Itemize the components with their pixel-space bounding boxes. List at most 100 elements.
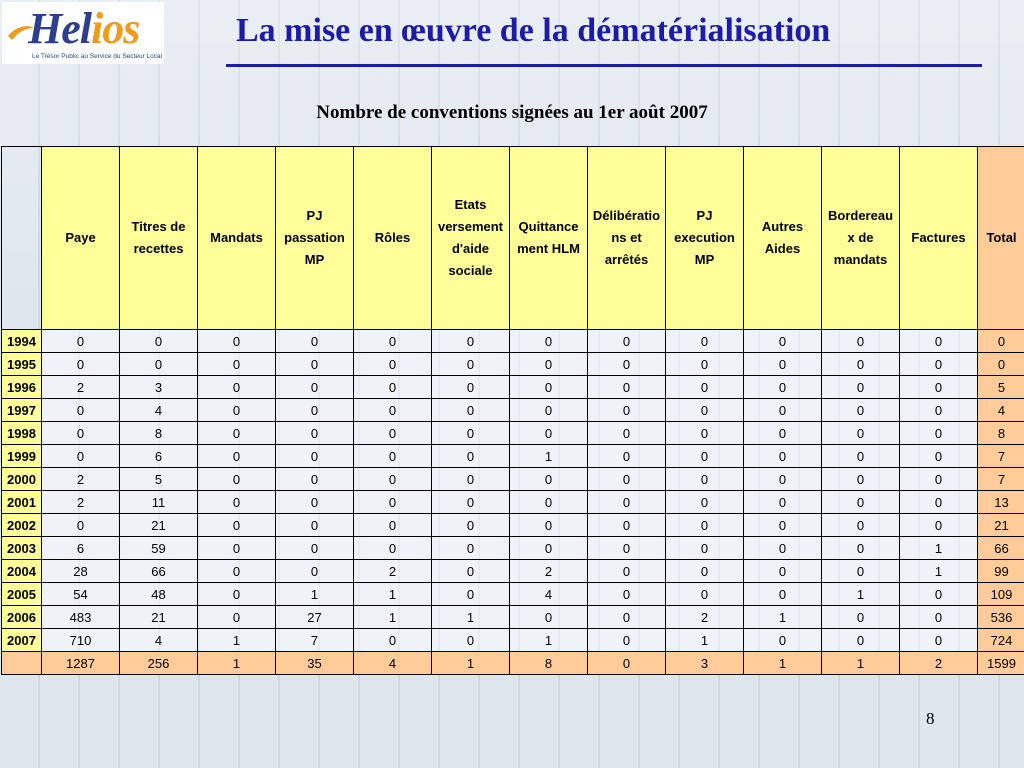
year-cell: 1995 [1, 352, 42, 376]
value-cell: 2 [41, 375, 120, 399]
year-cell: 2002 [1, 513, 42, 537]
value-cell: 0 [431, 628, 510, 652]
value-cell: 0 [665, 375, 744, 399]
value-cell: 0 [665, 536, 744, 560]
value-cell: 0 [899, 444, 978, 468]
year-cell: 1997 [1, 398, 42, 422]
value-cell: 0 [821, 467, 900, 491]
year-cell: 2006 [1, 605, 42, 629]
value-cell: 0 [275, 352, 354, 376]
value-cell: 0 [431, 329, 510, 353]
column-total-cell: 8 [509, 651, 588, 675]
value-cell: 0 [197, 329, 276, 353]
value-cell: 6 [41, 536, 120, 560]
value-cell: 0 [821, 352, 900, 376]
value-cell: 0 [431, 490, 510, 514]
value-cell: 0 [197, 490, 276, 514]
value-cell: 0 [743, 398, 822, 422]
column-header: Etats versement d'aide sociale [431, 146, 510, 330]
column-header: Titres de recettes [119, 146, 198, 330]
value-cell: 0 [275, 467, 354, 491]
value-cell: 0 [587, 375, 666, 399]
value-cell: 7 [275, 628, 354, 652]
value-cell: 0 [665, 490, 744, 514]
column-total-cell: 35 [275, 651, 354, 675]
value-cell: 2 [41, 490, 120, 514]
value-cell: 0 [743, 559, 822, 583]
value-cell: 0 [353, 513, 432, 537]
value-cell: 0 [899, 605, 978, 629]
column-total-cell: 1 [431, 651, 510, 675]
corner-cell [1, 146, 42, 330]
value-cell: 0 [431, 421, 510, 445]
value-cell: 0 [587, 605, 666, 629]
value-cell: 0 [743, 467, 822, 491]
value-cell: 0 [353, 467, 432, 491]
value-cell: 0 [197, 605, 276, 629]
value-cell: 0 [197, 559, 276, 583]
value-cell: 0 [509, 398, 588, 422]
value-cell: 0 [587, 513, 666, 537]
value-cell: 48 [119, 582, 198, 606]
value-cell: 0 [353, 421, 432, 445]
value-cell: 1 [743, 605, 822, 629]
table-row: 2000 2 5 0 0 0 0 0 0 0 0 0 0 7 [1, 467, 1024, 491]
value-cell: 0 [197, 352, 276, 376]
column-header: Mandats [197, 146, 276, 330]
value-cell: 0 [587, 467, 666, 491]
value-cell: 0 [587, 352, 666, 376]
year-cell: 2005 [1, 582, 42, 606]
value-cell: 2 [353, 559, 432, 583]
value-cell: 0 [821, 605, 900, 629]
table-header-row: Paye Titres de recettes Mandats PJ passatio… [1, 146, 1024, 330]
column-header: Délibératio ns et arrêtés [587, 146, 666, 330]
value-cell: 5 [119, 467, 198, 491]
value-cell: 0 [275, 536, 354, 560]
row-total-cell: 8 [977, 421, 1024, 445]
value-cell: 0 [431, 559, 510, 583]
value-cell: 0 [353, 375, 432, 399]
value-cell: 0 [665, 467, 744, 491]
swoosh-icon [8, 26, 34, 40]
value-cell: 1 [899, 559, 978, 583]
table-row: 1995 0 0 0 0 0 0 0 0 0 0 0 0 0 [1, 352, 1024, 376]
value-cell: 0 [665, 559, 744, 583]
value-cell: 1 [275, 582, 354, 606]
row-total-cell: 21 [977, 513, 1024, 537]
value-cell: 0 [587, 582, 666, 606]
row-total-cell: 0 [977, 329, 1024, 353]
page-title: La mise en œuvre de la dématérialisation [236, 12, 831, 49]
value-cell: 0 [587, 421, 666, 445]
value-cell: 1 [899, 536, 978, 560]
value-cell: 0 [353, 490, 432, 514]
value-cell: 0 [197, 467, 276, 491]
year-cell: 2000 [1, 467, 42, 491]
value-cell: 0 [821, 628, 900, 652]
value-cell: 4 [509, 582, 588, 606]
totals-row: 1287 256 1 35 4 1 8 0 3 1 1 2 1599 [1, 651, 1024, 675]
value-cell: 0 [743, 628, 822, 652]
value-cell: 0 [275, 490, 354, 514]
value-cell: 0 [743, 444, 822, 468]
value-cell: 0 [821, 490, 900, 514]
value-cell: 0 [899, 582, 978, 606]
value-cell: 0 [665, 398, 744, 422]
value-cell: 0 [353, 398, 432, 422]
table-row: 2001 2 11 0 0 0 0 0 0 0 0 0 0 13 [1, 490, 1024, 514]
value-cell: 0 [353, 352, 432, 376]
value-cell: 0 [353, 329, 432, 353]
value-cell: 0 [743, 513, 822, 537]
year-cell: 2007 [1, 628, 42, 652]
table-row: 2007 710 4 1 7 0 0 1 0 1 0 0 0 724 [1, 628, 1024, 652]
value-cell: 0 [743, 352, 822, 376]
column-header: Paye [41, 146, 120, 330]
value-cell: 0 [431, 536, 510, 560]
value-cell: 0 [899, 329, 978, 353]
value-cell: 0 [899, 375, 978, 399]
column-header: Factures [899, 146, 978, 330]
row-total-cell: 724 [977, 628, 1024, 652]
value-cell: 0 [275, 513, 354, 537]
value-cell: 0 [197, 398, 276, 422]
value-cell: 0 [509, 421, 588, 445]
value-cell: 0 [587, 490, 666, 514]
